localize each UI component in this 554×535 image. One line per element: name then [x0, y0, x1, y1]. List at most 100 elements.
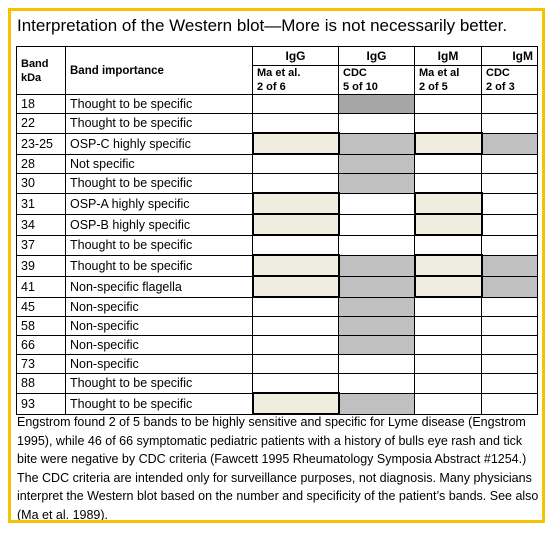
mark-cell [481, 234, 538, 256]
band-cell: 45 [16, 296, 66, 317]
table-row: 73 Non-specific [16, 354, 538, 374]
table-row: 30 Thought to be specific [16, 173, 538, 194]
mark-cell [338, 94, 415, 114]
figure-title: Interpretation of the Western blot—More … [17, 16, 508, 35]
mark-cell [413, 275, 483, 298]
mark-cell [414, 335, 482, 355]
mark-cell [338, 335, 415, 355]
header-row-source: Ma et al. 2 of 6 CDC 5 of 10 Ma et al 2 … [17, 65, 538, 95]
mark-cell [481, 132, 538, 155]
mark-cell [481, 354, 538, 374]
table-row: 39 Thought to be specific [16, 254, 538, 277]
importance-cell: OSP-A highly specific [65, 192, 253, 215]
mark-cell [481, 254, 538, 277]
table-row: 31 OSP-A highly specific [16, 192, 538, 215]
mark-cell [338, 254, 415, 277]
mark-cell [413, 213, 483, 236]
source-label: Ma et al. [257, 67, 301, 79]
figure-frame: Interpretation of the Western blot—More … [8, 8, 545, 523]
mark-cell [338, 132, 415, 155]
mark-cell [251, 132, 340, 155]
importance-cell: Thought to be specific [65, 94, 253, 114]
header-row-antibody: Band kDa Band importance IgG IgG IgM IgM [16, 46, 538, 95]
ratio-label: 5 of 10 [343, 81, 378, 93]
col-header-ab: IgG [338, 46, 415, 66]
mark-cell [251, 254, 340, 277]
mark-cell [251, 192, 340, 215]
mark-cell [481, 94, 538, 114]
table-row: 58 Non-specific [16, 316, 538, 336]
mark-cell [252, 113, 339, 134]
mark-cell [413, 254, 483, 277]
mark-cell [481, 296, 538, 317]
band-header-line2: kDa [21, 71, 42, 84]
mark-cell [414, 234, 482, 256]
band-header: Band kDa [16, 46, 66, 95]
importance-cell: Non-specific [65, 316, 253, 336]
band-header-line1: Band [21, 57, 49, 70]
mark-cell [338, 192, 415, 215]
mark-cell [338, 296, 415, 317]
importance-cell: Thought to be specific [65, 234, 253, 256]
mark-cell [338, 275, 415, 298]
col-header-ab: IgG [252, 46, 339, 66]
mark-cell [251, 213, 340, 236]
band-cell: 34 [16, 213, 66, 236]
mark-cell [338, 373, 415, 394]
mark-cell [414, 373, 482, 394]
importance-cell: OSP-B highly specific [65, 213, 253, 236]
mark-cell [252, 296, 339, 317]
mark-cell [413, 192, 483, 215]
col-header-source: CDC 5 of 10 [338, 65, 415, 95]
importance-cell: Non-specific flagella [65, 275, 253, 298]
importance-cell: Thought to be specific [65, 254, 253, 277]
importance-cell: Thought to be specific [65, 373, 253, 394]
band-cell: 37 [16, 234, 66, 256]
mark-cell [338, 316, 415, 336]
band-cell: 31 [16, 192, 66, 215]
table-row: 93 Thought to be specific [16, 392, 538, 415]
mark-cell [481, 316, 538, 336]
mark-cell [413, 132, 483, 155]
table-row: 18 Thought to be specific [16, 94, 538, 114]
band-cell: 22 [16, 113, 66, 134]
mark-cell [338, 173, 415, 194]
source-label: Ma et al [419, 67, 460, 79]
mark-cell [481, 153, 538, 174]
mark-cell [252, 234, 339, 256]
band-cell: 28 [16, 153, 66, 174]
mark-cell [481, 392, 538, 415]
band-cell: 39 [16, 254, 66, 277]
caption-text: Engstrom found 2 of 5 bands to be highly… [17, 415, 539, 522]
importance-cell: Non-specific [65, 296, 253, 317]
table-row: 37 Thought to be specific [16, 234, 538, 256]
source-label: CDC [486, 67, 510, 79]
mark-cell [252, 94, 339, 114]
table-row: 28 Not specific [16, 153, 538, 174]
band-cell: 58 [16, 316, 66, 336]
mark-cell [481, 192, 538, 215]
mark-cell [252, 173, 339, 194]
table-row: 66 Non-specific [16, 335, 538, 355]
mark-cell [414, 153, 482, 174]
mark-cell [251, 392, 340, 415]
importance-cell: Thought to be specific [65, 113, 253, 134]
col-header-source: Ma et al. 2 of 6 [252, 65, 339, 95]
table-row: 34 OSP-B highly specific [16, 213, 538, 236]
mark-cell [338, 234, 415, 256]
table-body: 18 Thought to be specific 22 Thought to be… [16, 94, 538, 415]
mark-cell [414, 296, 482, 317]
band-cell: 41 [16, 275, 66, 298]
col-header-ab: IgM [414, 46, 482, 66]
mark-cell [481, 173, 538, 194]
ratio-label: 2 of 5 [419, 81, 448, 93]
band-cell: 66 [16, 335, 66, 355]
mark-cell [252, 153, 339, 174]
band-cell: 23-25 [16, 132, 66, 155]
table-row: 41 Non-specific flagella [16, 275, 538, 298]
mark-cell [414, 173, 482, 194]
mark-cell [252, 335, 339, 355]
mark-cell [414, 113, 482, 134]
mark-cell [252, 354, 339, 374]
importance-cell: Non-specific [65, 354, 253, 374]
